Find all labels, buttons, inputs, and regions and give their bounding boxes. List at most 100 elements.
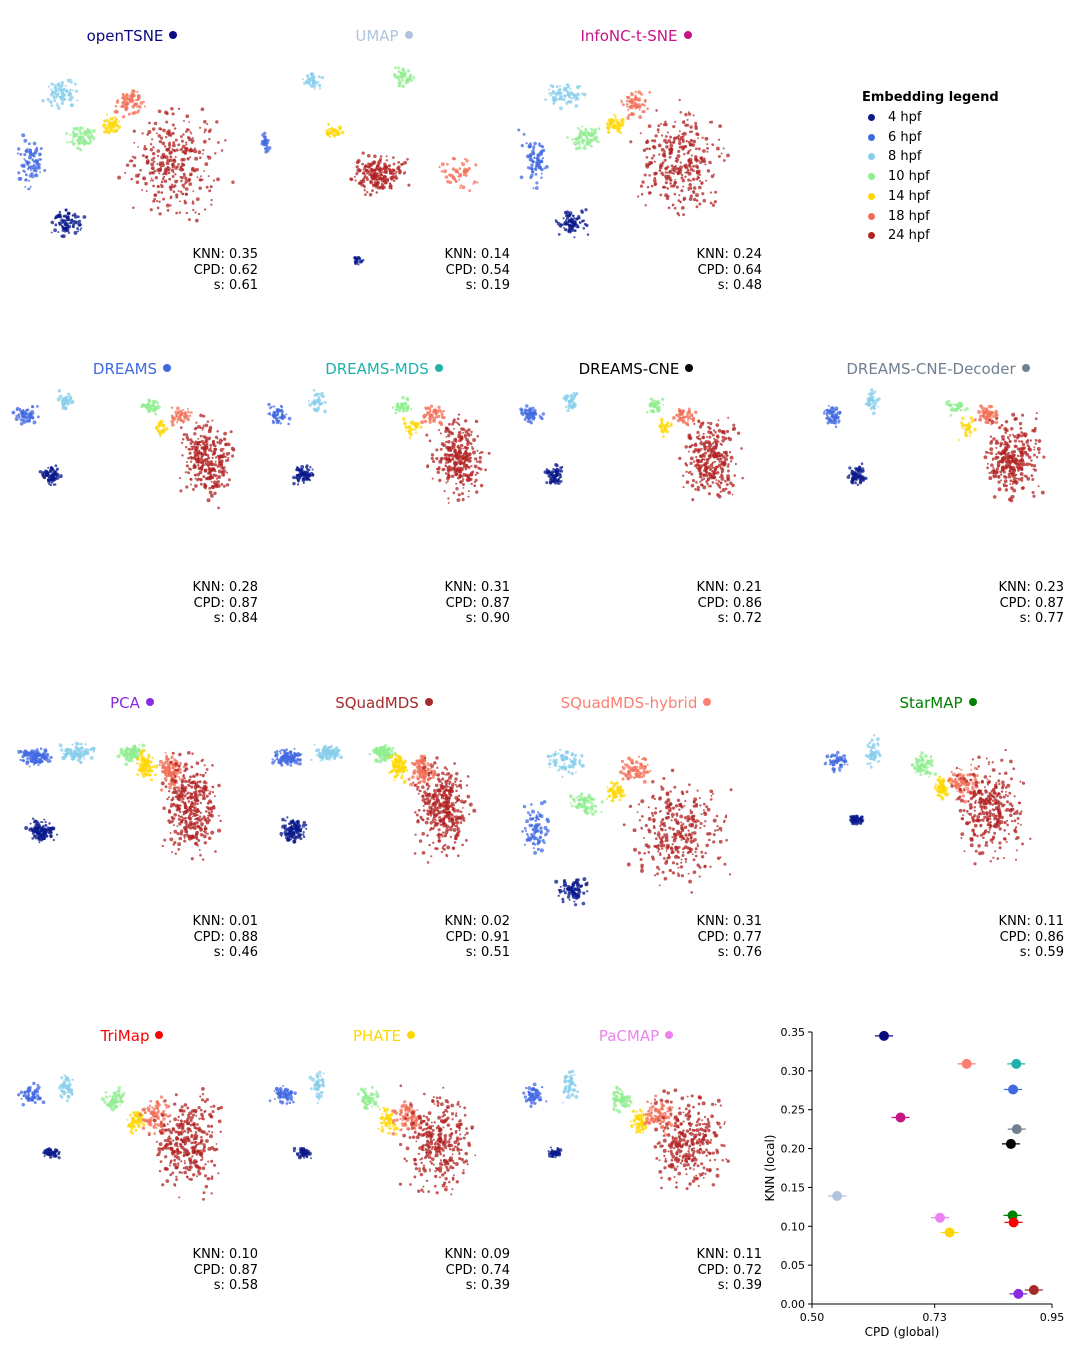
cloud-point [111, 124, 116, 129]
cloud-point [155, 200, 159, 203]
cloud-point [25, 753, 30, 757]
cloud-point [216, 440, 220, 444]
cloud-point [454, 452, 458, 456]
cloud-point [576, 126, 580, 130]
cloud-point [125, 100, 128, 103]
cloud-point [1021, 486, 1025, 490]
cloud-point [175, 211, 178, 215]
cloud-point [996, 472, 999, 475]
cloud-point [77, 751, 81, 755]
cloud-point [58, 210, 62, 214]
cloud-point [999, 452, 1003, 456]
cloud-point [689, 167, 694, 172]
cloud-point [698, 475, 702, 478]
embedding-plot [260, 66, 479, 266]
cloud-point [862, 477, 866, 481]
cloud-point [560, 96, 563, 99]
cloud-point [694, 158, 698, 162]
cloud-point [706, 169, 711, 173]
cloud-point [959, 404, 963, 408]
cloud-point [375, 191, 379, 194]
cloud-point [57, 389, 62, 393]
cloud-point [959, 401, 963, 405]
cloud-point [467, 490, 470, 493]
cloud-point [192, 465, 196, 470]
cloud-point [831, 406, 835, 410]
cloud-point [693, 155, 698, 159]
cloud-point [526, 166, 531, 170]
cloud-point [539, 165, 543, 169]
cloud-point [650, 156, 654, 160]
cloud-point [204, 458, 208, 463]
cloud-point [193, 432, 197, 436]
cloud-point [195, 218, 199, 223]
cloud-point [581, 125, 584, 128]
cloud-point [651, 409, 655, 414]
cloud-point [1020, 431, 1023, 434]
cloud-point [117, 175, 122, 180]
cloud-point [1020, 479, 1024, 482]
cloud-point [220, 149, 224, 152]
cpd-value: 0.87 [1035, 595, 1064, 611]
cloud-point [191, 137, 194, 139]
cloud-point [407, 427, 410, 430]
cloud-point [672, 140, 676, 144]
cloud-point [147, 756, 150, 759]
cloud-point [200, 107, 205, 112]
cloud-point [658, 401, 661, 405]
cloud-point [37, 764, 40, 767]
cloud-point [528, 157, 533, 162]
cloud-point [620, 123, 624, 127]
cloud-point [519, 407, 523, 412]
cloud-point [31, 832, 35, 835]
cloud-point [185, 464, 189, 468]
cloud-point [669, 143, 674, 148]
cloud-point [453, 157, 456, 161]
cloud-point [68, 141, 71, 144]
cloud-point [397, 408, 400, 411]
cloud-point [198, 178, 203, 182]
cloud-point [571, 138, 574, 141]
cloud-point [179, 135, 183, 138]
cloud-point [458, 439, 461, 442]
cloud-point [41, 473, 44, 476]
cloud-point [664, 193, 669, 198]
cloud-point [695, 467, 698, 470]
cloud-point [202, 414, 206, 418]
cloud-point [1009, 498, 1014, 503]
cloud-point [210, 449, 213, 453]
cloud-point [985, 414, 989, 418]
cloud-point [189, 148, 193, 152]
cloud-point [368, 170, 371, 174]
cloud-point [401, 84, 405, 88]
cloud-point [184, 187, 189, 191]
cloud-point [853, 477, 857, 481]
cloud-point [682, 196, 687, 201]
cloud-point [1015, 445, 1018, 448]
cloud-point [965, 427, 969, 431]
cloud-point [676, 418, 681, 423]
cloud-point [449, 449, 453, 452]
cloud-point [327, 122, 331, 126]
cloud-point [27, 142, 31, 146]
panel-dreams: DREAMS KNN: 0.28 CPD: 0.87 s: 0.84 [6, 360, 258, 660]
cloud-point [992, 437, 996, 441]
cloud-point [987, 421, 990, 424]
cloud-point [149, 766, 152, 769]
cloud-point [695, 205, 699, 209]
cloud-point [967, 422, 971, 426]
cloud-point [155, 400, 159, 404]
cloud-point [151, 127, 156, 131]
cloud-point [182, 163, 186, 167]
cloud-point [689, 179, 692, 182]
cloud-point [361, 259, 365, 262]
cloud-point [328, 127, 332, 131]
cloud-point [48, 476, 51, 479]
cloud-point [229, 430, 233, 434]
cloud-point [387, 164, 392, 168]
cloud-point [141, 765, 144, 768]
cloud-point [27, 756, 31, 760]
cloud-point [1021, 464, 1024, 467]
cloud-point [992, 468, 996, 472]
cloud-point [457, 450, 462, 454]
